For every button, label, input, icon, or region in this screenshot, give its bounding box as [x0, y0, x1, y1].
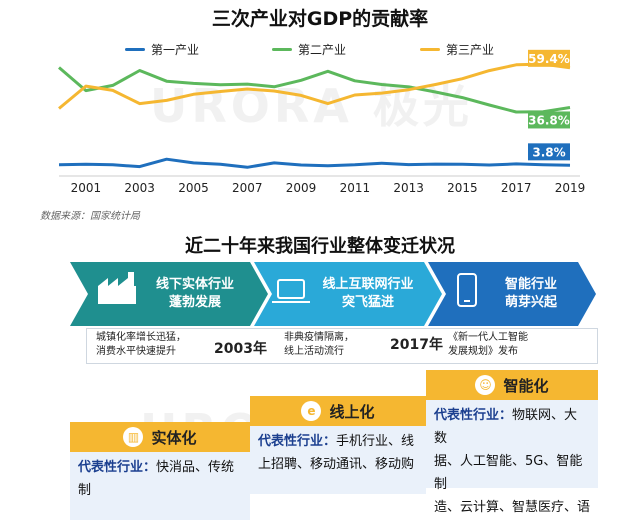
legend-swatch — [420, 48, 440, 51]
line-chart: 2001 2003 2005 2007 2009 2011 2013 2015 2017 2019… — [58, 49, 586, 195]
card-body: 代表性行业：物联网、大数 据、人工智能、5G、智能制 造、云计算、智慧医疗、语 — [426, 400, 598, 515]
card-title: 实体化 — [151, 428, 197, 447]
note-smart: 《新一代人工智能 发展规划》发布 — [448, 331, 528, 359]
legend-label: 第一产业 — [151, 43, 200, 57]
arrow-online-line2: 突飞猛进 — [341, 295, 394, 310]
note-text: 线上活动流行 — [284, 346, 344, 357]
card-online: e 线上化 代表性行业：手机行业、线 上招聘、移动通讯、移动购 — [250, 396, 426, 494]
x-tick-label: 2015 — [447, 181, 478, 195]
arrow-shape-online — [254, 262, 442, 326]
phone-icon — [457, 273, 477, 307]
legend-label: 第二产业 — [298, 43, 347, 57]
card-title: 线上化 — [329, 402, 375, 421]
note-text: 消费水平快速提升 — [96, 346, 176, 357]
x-tick-label: 2019 — [555, 181, 586, 195]
note-text: 非典疫情隔离， — [284, 332, 354, 343]
card-title: 智能化 — [503, 376, 549, 395]
arrow-online-line1: 线上互联网行业 — [322, 277, 414, 292]
card-body: 代表性行业：快消品、传统制 — [70, 452, 250, 520]
end-label: 3.8% — [532, 145, 565, 159]
end-label-box — [528, 49, 570, 67]
arrow-shape-smart — [428, 262, 596, 326]
card-label: 代表性行业： — [434, 408, 513, 423]
section-title: 近二十年来我国行业整体变迁状况 — [185, 236, 455, 257]
legend-item-tertiary: 第三产业 — [420, 41, 494, 58]
note-online: 非典疫情隔离， 线上活动流行 — [284, 331, 354, 359]
e-icon: e — [301, 401, 322, 421]
card-text: 手机行业、线 — [336, 434, 415, 449]
card-header: e 线上化 — [250, 396, 426, 426]
note-text: 《新一代人工智能 — [448, 332, 528, 343]
card-text: 据、人工智能、5G、智能制 — [434, 454, 583, 492]
year-2017: 2017年 — [390, 337, 443, 353]
x-tick-label: 2011 — [340, 181, 371, 195]
arrow-smart: 智能行业 萌芽兴起 — [486, 276, 576, 312]
x-tick-label: 2003 — [124, 181, 155, 195]
series-line-2 — [58, 66, 571, 114]
timeline-arrows — [70, 262, 596, 326]
card-text: 物联网、大数 — [434, 408, 578, 446]
end-label: 36.8% — [528, 113, 570, 127]
arrow-offline: 线下实体行业 蓬勃发展 — [140, 276, 250, 312]
card-header: ☺ 智能化 — [426, 370, 598, 400]
x-tick-label: 2007 — [232, 181, 263, 195]
building-icon: ▥ — [123, 427, 144, 447]
end-label: 59.4% — [528, 52, 570, 66]
card-label: 代表性行业： — [78, 460, 157, 475]
card-physical: ▥ 实体化 代表性行业：快消品、传统制 — [70, 422, 250, 520]
card-text: 上招聘、移动通讯、移动购 — [258, 457, 415, 472]
legend-item-secondary: 第二产业 — [272, 41, 346, 58]
notes-bar — [86, 328, 598, 364]
legend-item-primary: 第一产业 — [125, 41, 199, 58]
x-tick-label: 2009 — [286, 181, 317, 195]
arrow-smart-line2: 萌芽兴起 — [504, 295, 557, 310]
series-line-3 — [58, 62, 571, 110]
note-text: 发展规划》发布 — [448, 346, 518, 357]
arrow-online: 线上互联网行业 突飞猛进 — [308, 276, 428, 312]
note-offline: 城镇化率增长迅猛， 消费水平快速提升 — [96, 331, 186, 359]
x-tick-label: 2005 — [178, 181, 209, 195]
legend-label: 第三产业 — [446, 43, 495, 57]
year-2003: 2003年 — [214, 341, 267, 357]
series-line-1 — [58, 157, 571, 169]
ai-head-icon: ☺ — [475, 375, 496, 395]
legend-swatch — [125, 48, 145, 51]
chart-title: 三次产业对GDP的贡献率 — [211, 8, 429, 30]
factory-icon — [98, 272, 136, 304]
note-text: 城镇化率增长迅猛， — [96, 332, 186, 343]
arrow-offline-line1: 线下实体行业 — [155, 277, 234, 292]
card-body: 代表性行业：手机行业、线 上招聘、移动通讯、移动购 — [250, 426, 426, 494]
end-label-box — [528, 111, 570, 129]
arrow-smart-line1: 智能行业 — [504, 277, 557, 292]
laptop-icon — [272, 279, 310, 303]
source-note: 数据来源：国家统计局 — [40, 211, 140, 222]
card-text: 造、云计算、智慧医疗、语 — [434, 500, 591, 515]
legend-swatch — [272, 48, 292, 51]
arrow-offline-line2: 蓬勃发展 — [168, 295, 221, 310]
end-label-box — [528, 143, 570, 161]
arrow-shape-offline — [70, 262, 268, 326]
x-tick-label: 2001 — [71, 181, 102, 195]
card-header: ▥ 实体化 — [70, 422, 250, 452]
x-tick-label: 2013 — [393, 181, 424, 195]
x-tick-label: 2017 — [501, 181, 532, 195]
card-smart: ☺ 智能化 代表性行业：物联网、大数 据、人工智能、5G、智能制 造、云计算、智… — [426, 370, 598, 515]
card-label: 代表性行业： — [258, 434, 337, 449]
